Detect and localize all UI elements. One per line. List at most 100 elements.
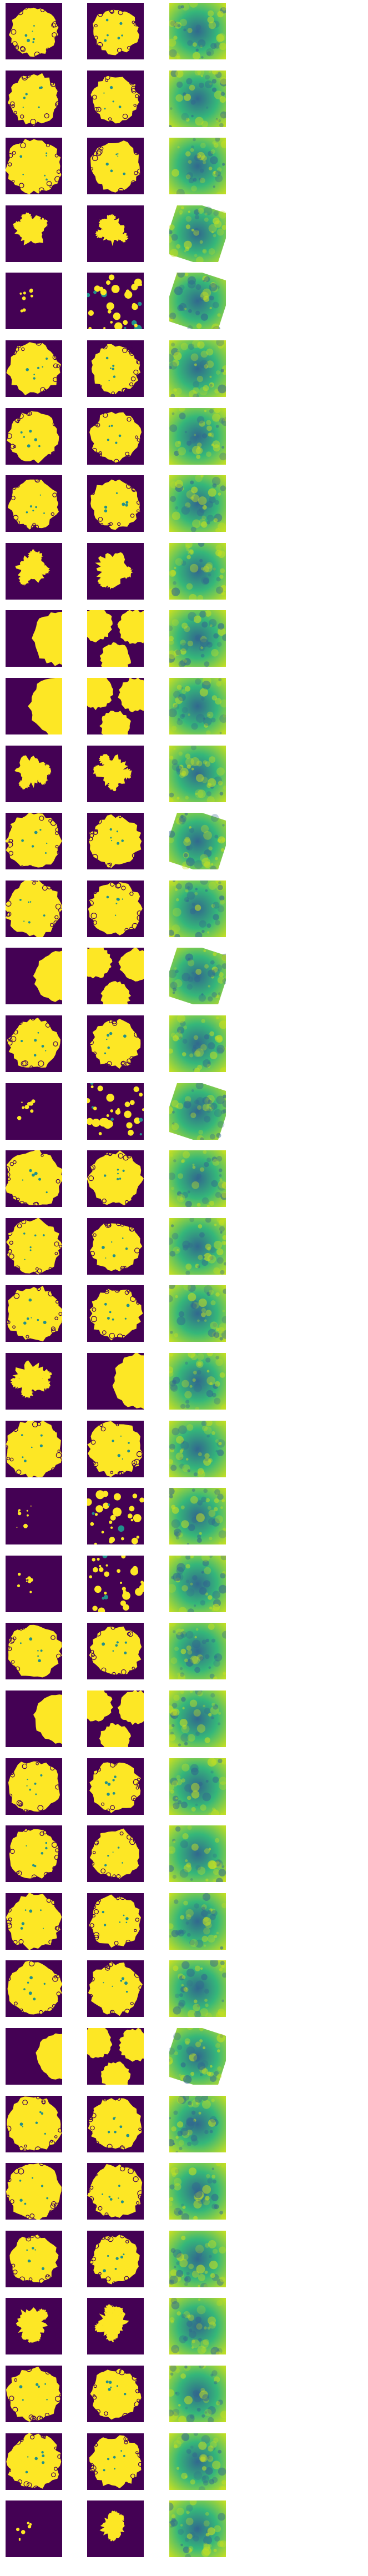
heatmap-image-r31-c3 xyxy=(169,2028,226,2085)
mask-image-r20-c2 xyxy=(87,1285,144,1342)
mask-image-r37-c2 xyxy=(87,2433,144,2490)
image-panel xyxy=(87,138,144,194)
image-panel xyxy=(169,610,226,667)
mask-image-r31-c1 xyxy=(6,2028,62,2085)
image-panel xyxy=(87,813,144,869)
heatmap-image-r2-c3 xyxy=(169,71,226,127)
heatmap-image-r12-c3 xyxy=(169,746,226,802)
image-panel xyxy=(169,2096,226,2152)
mask-image-r5-c2 xyxy=(87,273,144,329)
image-panel xyxy=(87,408,144,465)
heatmap-image-r35-c3 xyxy=(169,2298,226,2354)
image-panel xyxy=(87,2500,144,2557)
image-panel xyxy=(6,881,62,937)
heatmap-image-r13-c3 xyxy=(169,813,226,869)
image-panel xyxy=(6,1083,62,1140)
image-panel xyxy=(169,1488,226,1544)
mask-image-r4-c1 xyxy=(6,205,62,262)
image-panel xyxy=(169,2163,226,2220)
mask-image-r7-c1 xyxy=(6,408,62,465)
mask-image-r30-c1 xyxy=(6,1960,62,2017)
mask-image-r31-c2 xyxy=(87,2028,144,2085)
image-panel xyxy=(87,2366,144,2422)
heatmap-image-r32-c3 xyxy=(169,2096,226,2152)
image-panel xyxy=(169,475,226,532)
image-panel xyxy=(6,1353,62,1410)
heatmap-image-r7-c3 xyxy=(169,408,226,465)
heatmap-image-r18-c3 xyxy=(169,1150,226,1207)
image-panel xyxy=(6,813,62,869)
image-panel xyxy=(6,2366,62,2422)
image-panel xyxy=(6,1893,62,1950)
mask-image-r25-c2 xyxy=(87,1623,144,1679)
image-panel xyxy=(6,2163,62,2220)
heatmap-image-r38-c3 xyxy=(169,2500,226,2557)
image-panel xyxy=(169,1623,226,1679)
mask-image-r14-c1 xyxy=(6,881,62,937)
image-panel xyxy=(87,340,144,397)
image-panel xyxy=(6,3,62,59)
image-panel xyxy=(6,1285,62,1342)
heatmap-image-r10-c3 xyxy=(169,610,226,667)
mask-image-r27-c2 xyxy=(87,1758,144,1815)
mask-image-r13-c1 xyxy=(6,813,62,869)
mask-image-r33-c2 xyxy=(87,2163,144,2220)
image-panel xyxy=(169,1218,226,1275)
mask-image-r26-c1 xyxy=(6,1690,62,1747)
mask-image-r7-c2 xyxy=(87,408,144,465)
image-panel xyxy=(6,1690,62,1747)
image-panel xyxy=(169,678,226,734)
mask-image-r12-c2 xyxy=(87,746,144,802)
image-panel xyxy=(6,475,62,532)
mask-image-r30-c2 xyxy=(87,1960,144,2017)
image-panel xyxy=(87,2231,144,2287)
image-panel xyxy=(87,1893,144,1950)
mask-image-r36-c1 xyxy=(6,2366,62,2422)
heatmap-image-r26-c3 xyxy=(169,1690,226,1747)
image-panel xyxy=(169,746,226,802)
mask-image-r35-c2 xyxy=(87,2298,144,2354)
image-panel xyxy=(169,205,226,262)
mask-image-r8-c1 xyxy=(6,475,62,532)
mask-image-r26-c2 xyxy=(87,1690,144,1747)
image-panel xyxy=(169,1285,226,1342)
mask-image-r18-c1 xyxy=(6,1150,62,1207)
heatmap-image-r11-c3 xyxy=(169,678,226,734)
heatmap-image-r24-c3 xyxy=(169,1556,226,1612)
mask-image-r20-c1 xyxy=(6,1285,62,1342)
mask-image-r38-c2 xyxy=(87,2500,144,2557)
image-panel xyxy=(87,2433,144,2490)
image-panel xyxy=(6,1488,62,1544)
image-panel xyxy=(87,475,144,532)
image-panel xyxy=(6,1015,62,1072)
mask-image-r24-c1 xyxy=(6,1556,62,1612)
image-panel xyxy=(6,138,62,194)
image-panel xyxy=(6,678,62,734)
image-panel xyxy=(87,881,144,937)
mask-image-r2-c2 xyxy=(87,71,144,127)
mask-image-r16-c1 xyxy=(6,1015,62,1072)
mask-image-r32-c2 xyxy=(87,2096,144,2152)
mask-image-r25-c1 xyxy=(6,1623,62,1679)
mask-image-r38-c1 xyxy=(6,2500,62,2557)
image-panel xyxy=(87,746,144,802)
mask-image-r3-c1 xyxy=(6,138,62,194)
mask-image-r19-c1 xyxy=(6,1218,62,1275)
mask-image-r5-c1 xyxy=(6,273,62,329)
image-panel xyxy=(87,1623,144,1679)
heatmap-image-r5-c3 xyxy=(169,273,226,329)
image-panel xyxy=(169,1690,226,1747)
mask-image-r35-c1 xyxy=(6,2298,62,2354)
mask-image-r17-c2 xyxy=(87,1083,144,1140)
image-panel xyxy=(169,813,226,869)
image-panel xyxy=(6,340,62,397)
image-panel xyxy=(6,1218,62,1275)
mask-image-r33-c1 xyxy=(6,2163,62,2220)
image-panel xyxy=(87,1353,144,1410)
image-panel xyxy=(6,610,62,667)
mask-image-r14-c2 xyxy=(87,881,144,937)
image-panel xyxy=(6,1825,62,1882)
mask-image-r11-c2 xyxy=(87,678,144,734)
image-panel xyxy=(6,71,62,127)
mask-image-r24-c2 xyxy=(87,1556,144,1612)
